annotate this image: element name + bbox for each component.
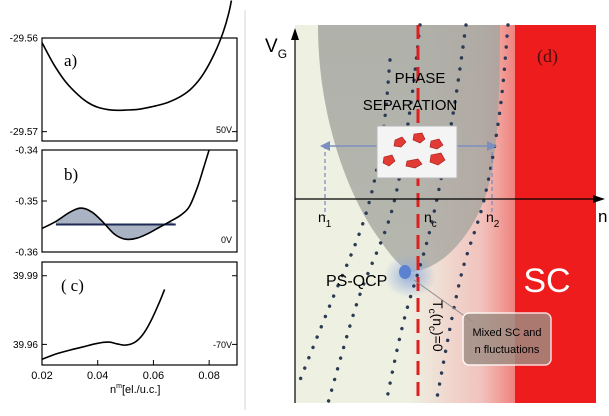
ytick-label: -29.56 xyxy=(10,34,39,45)
panel-a-frame xyxy=(41,37,238,142)
tc-label: Tc(nc)=0 xyxy=(426,300,446,352)
droplet xyxy=(429,138,444,150)
panel-b-energy-curve xyxy=(41,149,210,241)
droplet xyxy=(405,158,423,169)
xtick-label: 0.04 xyxy=(87,370,108,382)
panel-b-voltage: 0V xyxy=(221,235,232,245)
ytick-label: 39.99 xyxy=(13,271,38,282)
callout-pointer xyxy=(413,279,474,323)
panel-b-shaded-area xyxy=(55,208,176,240)
x-axis-label: nm[el./u.c.] xyxy=(110,383,161,396)
panel-a-energy-curve xyxy=(41,0,233,112)
qcp-glow xyxy=(384,254,436,298)
droplets xyxy=(382,132,446,169)
panel-a-voltage: 50V xyxy=(216,125,232,135)
mixed-line-1: Mixed SC and xyxy=(472,327,541,339)
ytick-label: -0.36 xyxy=(15,248,38,259)
mixed-line-2: n fluctuations xyxy=(475,344,540,356)
panel-c-yticks: 39.99 39.96 xyxy=(13,271,237,351)
panel-c-label: (c) xyxy=(61,276,84,295)
sc-label: SC xyxy=(523,262,570,300)
panel-a-label: a) xyxy=(64,51,77,70)
nc-label: nc xyxy=(424,209,437,230)
mixed-fluctuations-box xyxy=(462,312,552,366)
y-axis-label: VG xyxy=(265,36,287,61)
psqcp-label: PS-QCP xyxy=(326,273,387,290)
y-axis-arrow xyxy=(291,28,299,40)
left-panels: -29.56-29.57 -0.34-0.35-0.36 39.9939.96 … xyxy=(10,0,238,396)
n1-label: n1 xyxy=(318,209,332,230)
panel-a-yticks: -29.56 -29.57 xyxy=(10,34,237,138)
phase-diagram: Mixed SC and n fluctuations VG n (d) PHA… xyxy=(265,23,607,405)
separation-arrow-right xyxy=(487,141,497,151)
dotted-isoline xyxy=(434,23,510,405)
x-axis-arrow xyxy=(593,195,605,203)
panel-c-frame xyxy=(41,261,238,366)
xtick-label: 0.02 xyxy=(31,370,52,382)
phase-separation-line-1: PHASE xyxy=(395,70,446,87)
panel-c-xticks: 0.02 0.04 0.06 0.08 xyxy=(31,360,220,382)
dotted-isoline xyxy=(298,58,392,382)
ytick-label: -0.34 xyxy=(15,146,38,157)
droplet xyxy=(393,136,407,148)
droplet xyxy=(429,152,446,166)
dotted-isoline xyxy=(326,23,422,405)
dotted-isolines xyxy=(298,23,510,405)
panel-c-voltage: -70V xyxy=(213,340,232,350)
xtick-label: 0.06 xyxy=(143,370,164,382)
ytick-label: -0.35 xyxy=(15,197,38,208)
droplet xyxy=(382,154,396,167)
dotted-isoline xyxy=(384,23,468,405)
xtick-label: 0.08 xyxy=(198,370,219,382)
ytick-label: -29.57 xyxy=(10,127,39,138)
droplet xyxy=(412,132,426,144)
panel-b-label: b) xyxy=(64,165,78,184)
phase-separation-line-2: SEPARATION xyxy=(363,97,457,114)
ytick-label: 39.96 xyxy=(13,340,38,351)
n2-label: n2 xyxy=(486,209,500,230)
qcp-point xyxy=(399,265,411,279)
panel-d-label: (d) xyxy=(537,46,558,67)
separation-arrow-left xyxy=(320,141,330,151)
x-axis-label-n: n xyxy=(598,207,607,226)
panel-b-yticks: -0.34 -0.35 -0.36 xyxy=(15,146,237,259)
panel-c-energy-curve xyxy=(41,289,166,361)
